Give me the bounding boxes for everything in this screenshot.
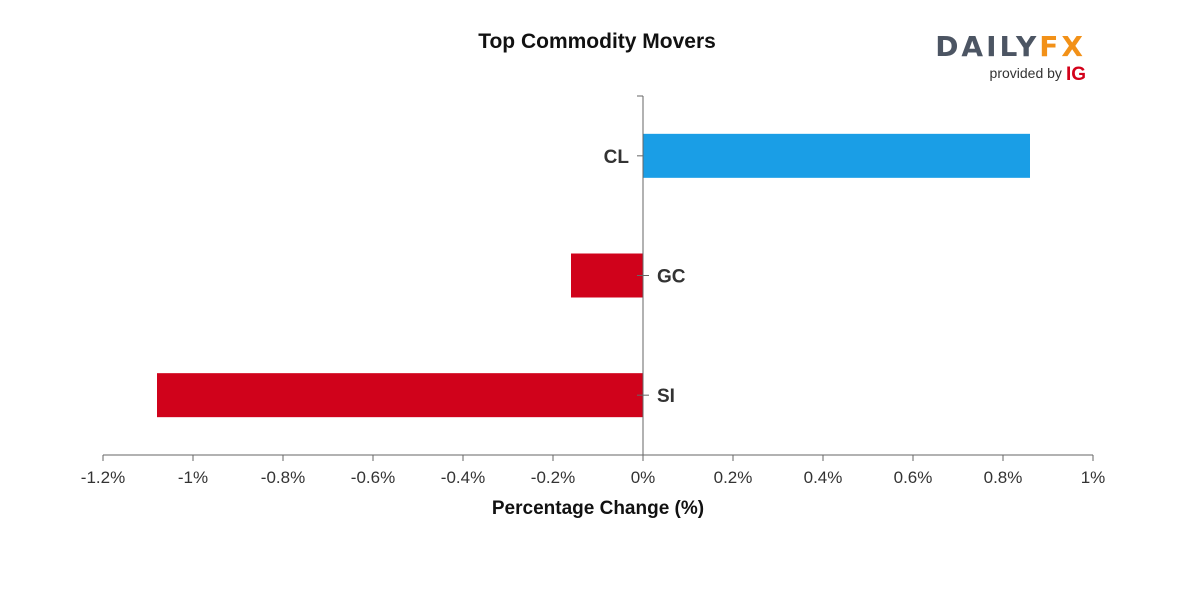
chart-title: Top Commodity Movers xyxy=(478,30,716,53)
x-tick-label: -0.2% xyxy=(531,468,575,487)
bars-group xyxy=(157,133,1030,418)
bar-gc xyxy=(571,253,643,298)
logo-daily-text: DAILY xyxy=(935,30,1040,63)
x-tick-label: -0.8% xyxy=(261,468,305,487)
x-tick-label: 0.2% xyxy=(714,468,753,487)
logo-fx-text: FX xyxy=(1039,30,1086,63)
y-ticks-group: CL GC SI xyxy=(604,95,686,407)
category-label-cl: CL xyxy=(604,147,630,168)
x-ticks-group: -1.2% -1% -0.8% -0.6% -0.4% -0.2% 0% 0.2% 0.4% 0.… xyxy=(81,455,1106,487)
x-axis-title: Percentage Change (%) xyxy=(492,498,704,519)
x-tick-label: -0.4% xyxy=(441,468,485,487)
x-tick-label: -1% xyxy=(178,468,208,487)
x-tick-label: 0.6% xyxy=(894,468,933,487)
logo-wordmark: DAILYFX xyxy=(935,30,1086,63)
bar-si xyxy=(157,373,643,418)
x-tick-label: 0.8% xyxy=(984,468,1023,487)
logo-provided-by: provided by IG xyxy=(990,64,1086,86)
x-tick-label: -1.2% xyxy=(81,468,125,487)
dailyfx-logo: DAILYFX provided by IG xyxy=(930,30,1090,86)
bar-cl xyxy=(643,133,1030,178)
category-label-si: SI xyxy=(657,386,675,407)
logo-ig-text: IG xyxy=(1065,64,1086,85)
x-tick-label: 0.4% xyxy=(804,468,843,487)
category-label-gc: GC xyxy=(657,267,686,288)
x-tick-label: -0.6% xyxy=(351,468,395,487)
x-tick-label: 1% xyxy=(1081,468,1106,487)
x-tick-label: 0% xyxy=(631,468,656,487)
logo-provided-by-text: provided by xyxy=(989,65,1062,81)
